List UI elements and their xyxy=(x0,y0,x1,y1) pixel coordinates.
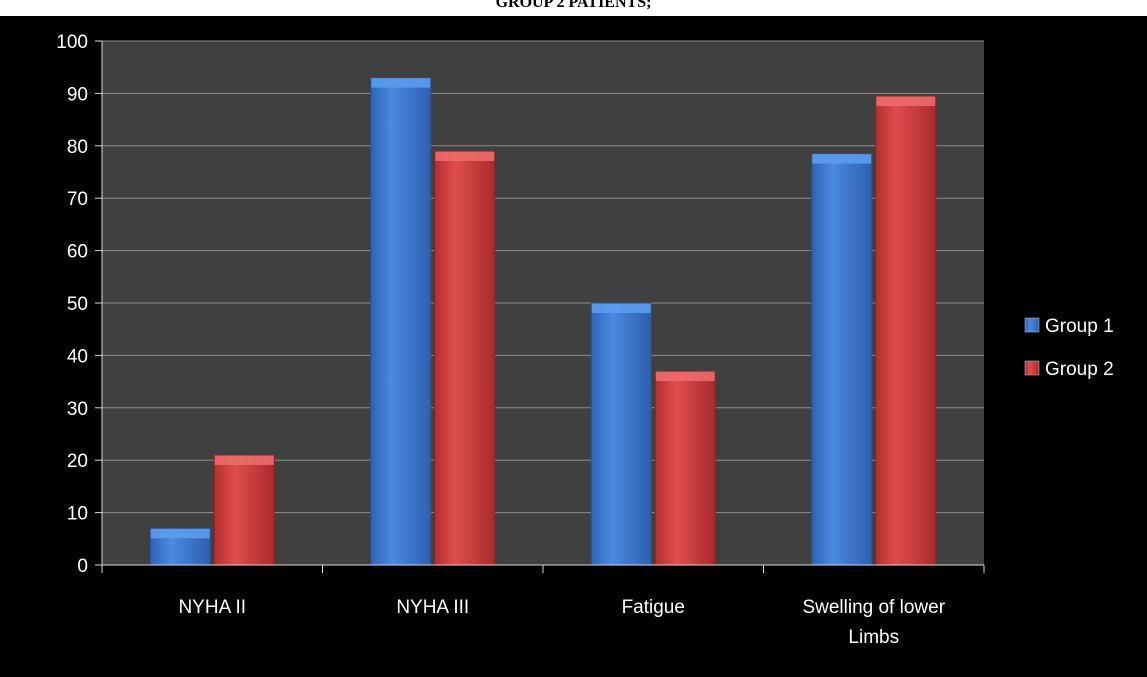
x-category-label: NYHA II xyxy=(178,597,246,618)
y-tick-label: 90 xyxy=(67,84,88,105)
bar-top-bevel xyxy=(655,371,716,382)
y-tick-label: 50 xyxy=(67,294,88,315)
bar-top-bevel xyxy=(434,151,495,162)
y-tick-label: 10 xyxy=(67,504,88,525)
chart-caption: GROUP 2 PATIENTS; xyxy=(0,0,1147,16)
bar xyxy=(213,454,275,566)
bar-top-bevel xyxy=(591,303,652,313)
bar-top-bevel xyxy=(214,454,275,465)
legend-swatch xyxy=(1024,360,1040,376)
bar-top-bevel xyxy=(370,77,431,88)
bar-body xyxy=(434,151,495,566)
x-category-label: Fatigue xyxy=(622,597,685,618)
y-tick-label: 0 xyxy=(77,556,88,577)
y-tick-label: 30 xyxy=(67,399,88,420)
x-category-label: NYHA III xyxy=(396,597,469,618)
bar xyxy=(654,370,716,566)
bars xyxy=(149,77,937,566)
bar xyxy=(434,150,496,566)
bar-top-bevel xyxy=(150,528,211,539)
y-tick-label: 80 xyxy=(67,137,88,158)
legend-label: Group 2 xyxy=(1045,359,1114,380)
bar-top-bevel xyxy=(811,153,872,164)
bar-body xyxy=(811,153,872,565)
bar xyxy=(370,77,432,566)
bar-body xyxy=(214,454,275,565)
y-tick-label: 100 xyxy=(56,32,88,53)
y-tick-label: 60 xyxy=(67,242,88,263)
y-tick-label: 20 xyxy=(67,451,88,472)
axes: 0 10 20 30 40 50 60 70 80 90 100 NYHA II NYHA III Fat… xyxy=(56,32,985,648)
legend: Group 1 Group 2 xyxy=(1024,316,1114,380)
bar xyxy=(590,302,652,566)
bar xyxy=(811,153,873,566)
bar-body xyxy=(875,96,936,566)
bar xyxy=(149,527,211,566)
chart-title: GROUP 2 PATIENTS; xyxy=(495,0,652,11)
legend-swatch xyxy=(1024,317,1040,333)
x-category-label: Swelling of lower Limbs xyxy=(802,597,945,648)
y-tick-label: 40 xyxy=(67,346,88,367)
y-tick-label: 70 xyxy=(67,189,88,210)
bar-body xyxy=(655,371,716,565)
bar xyxy=(875,95,937,566)
legend-label: Group 1 xyxy=(1045,316,1114,337)
bar-body xyxy=(591,303,652,565)
bar-body xyxy=(370,77,431,566)
bar-top-bevel xyxy=(875,96,936,107)
